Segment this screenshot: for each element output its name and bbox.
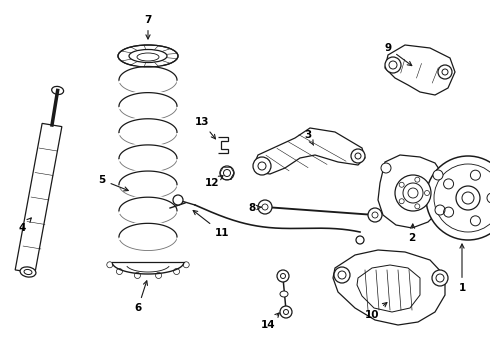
Polygon shape <box>333 250 445 325</box>
Circle shape <box>173 195 183 205</box>
Polygon shape <box>385 45 455 95</box>
Circle shape <box>435 205 445 215</box>
Circle shape <box>356 236 364 244</box>
Circle shape <box>432 270 448 286</box>
Text: 10: 10 <box>365 302 387 320</box>
Circle shape <box>253 157 271 175</box>
Text: 3: 3 <box>304 130 314 145</box>
Circle shape <box>395 175 431 211</box>
Text: 4: 4 <box>18 218 31 233</box>
Text: 11: 11 <box>193 211 229 238</box>
Circle shape <box>258 200 272 214</box>
Circle shape <box>438 65 452 79</box>
Ellipse shape <box>280 291 288 297</box>
Circle shape <box>433 170 443 180</box>
Polygon shape <box>15 123 62 273</box>
Text: 2: 2 <box>408 224 416 243</box>
Text: 7: 7 <box>145 15 152 39</box>
Polygon shape <box>357 265 420 312</box>
Text: 9: 9 <box>385 43 412 66</box>
Text: 8: 8 <box>248 203 261 213</box>
Circle shape <box>368 208 382 222</box>
Circle shape <box>220 166 234 180</box>
Circle shape <box>277 270 289 282</box>
Text: 13: 13 <box>195 117 216 139</box>
Text: 1: 1 <box>458 244 466 293</box>
Polygon shape <box>255 128 365 174</box>
Ellipse shape <box>20 267 36 277</box>
Circle shape <box>351 149 365 163</box>
Polygon shape <box>378 155 445 228</box>
Circle shape <box>385 57 401 73</box>
Text: 12: 12 <box>205 176 223 188</box>
Circle shape <box>381 163 391 173</box>
Text: 6: 6 <box>134 281 147 313</box>
Text: 14: 14 <box>261 313 279 330</box>
Circle shape <box>280 306 292 318</box>
Ellipse shape <box>129 50 167 63</box>
Text: 5: 5 <box>98 175 128 191</box>
Circle shape <box>426 156 490 240</box>
Circle shape <box>334 267 350 283</box>
Ellipse shape <box>118 45 178 67</box>
